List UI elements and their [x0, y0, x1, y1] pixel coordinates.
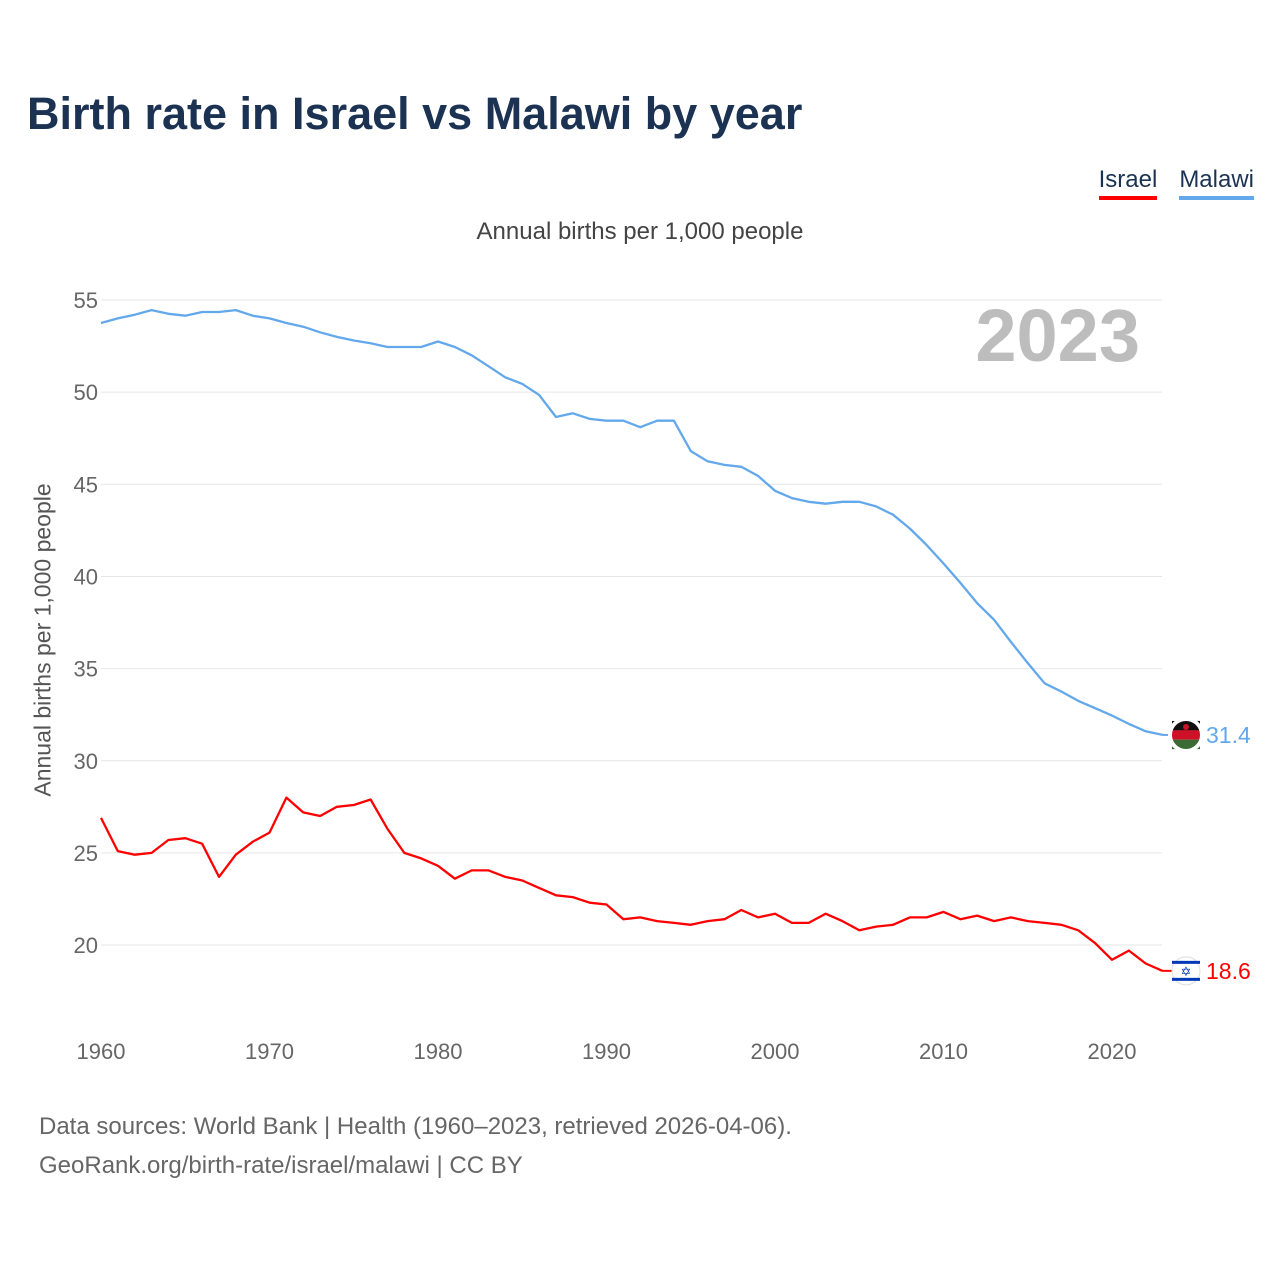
x-tick-label: 2000 — [751, 1039, 800, 1064]
flag-stripe — [1172, 730, 1200, 740]
flag-stripe — [1172, 960, 1200, 964]
end-value-label: 18.6 — [1206, 958, 1251, 984]
x-tick-label: 1970 — [245, 1039, 294, 1064]
year-label: 2023 — [975, 294, 1140, 377]
flag-stripe — [1172, 977, 1200, 981]
flag-mask — [1168, 716, 1204, 753]
y-tick-label: 30 — [74, 749, 98, 774]
series-line-israel — [99, 796, 1164, 972]
legend-israel[interactable]: Israel — [1098, 166, 1158, 200]
y-tick-label: 45 — [74, 472, 98, 497]
chart-subtitle: Annual births per 1,000 people — [476, 218, 804, 245]
y-tick-label: 35 — [74, 657, 98, 682]
footer: Data sources: World Bank | Health (1960–… — [39, 1107, 792, 1185]
y-tick-label: 25 — [74, 841, 98, 866]
x-tick-label: 1990 — [582, 1039, 631, 1064]
x-tick-label: 2020 — [1088, 1039, 1137, 1064]
source-link[interactable]: GeoRank.org/birth-rate/israel/malawi | C… — [39, 1152, 523, 1179]
x-tick-label: 2010 — [919, 1039, 968, 1064]
data-source: Data sources: World Bank | Health (1960–… — [39, 1113, 792, 1140]
y-tick-label: 20 — [74, 933, 98, 958]
y-tick-label: 50 — [74, 380, 98, 405]
sun-icon — [1183, 723, 1189, 730]
legend: Israel Malawi — [1098, 166, 1254, 200]
legend-malawi[interactable]: Malawi — [1179, 166, 1254, 200]
y-tick-label: 40 — [74, 564, 98, 589]
series-line-malawi — [100, 308, 1163, 737]
end-value-label: 31.4 — [1206, 722, 1251, 748]
flag-stripe — [1172, 739, 1200, 750]
y-tick-label: 55 — [74, 288, 98, 313]
chart-title: Birth rate in Israel vs Malawi by year — [27, 88, 803, 139]
star-of-david-icon: ✡ — [1181, 964, 1192, 979]
x-tick-label: 1960 — [77, 1039, 126, 1064]
x-tick-label: 1980 — [414, 1039, 463, 1064]
